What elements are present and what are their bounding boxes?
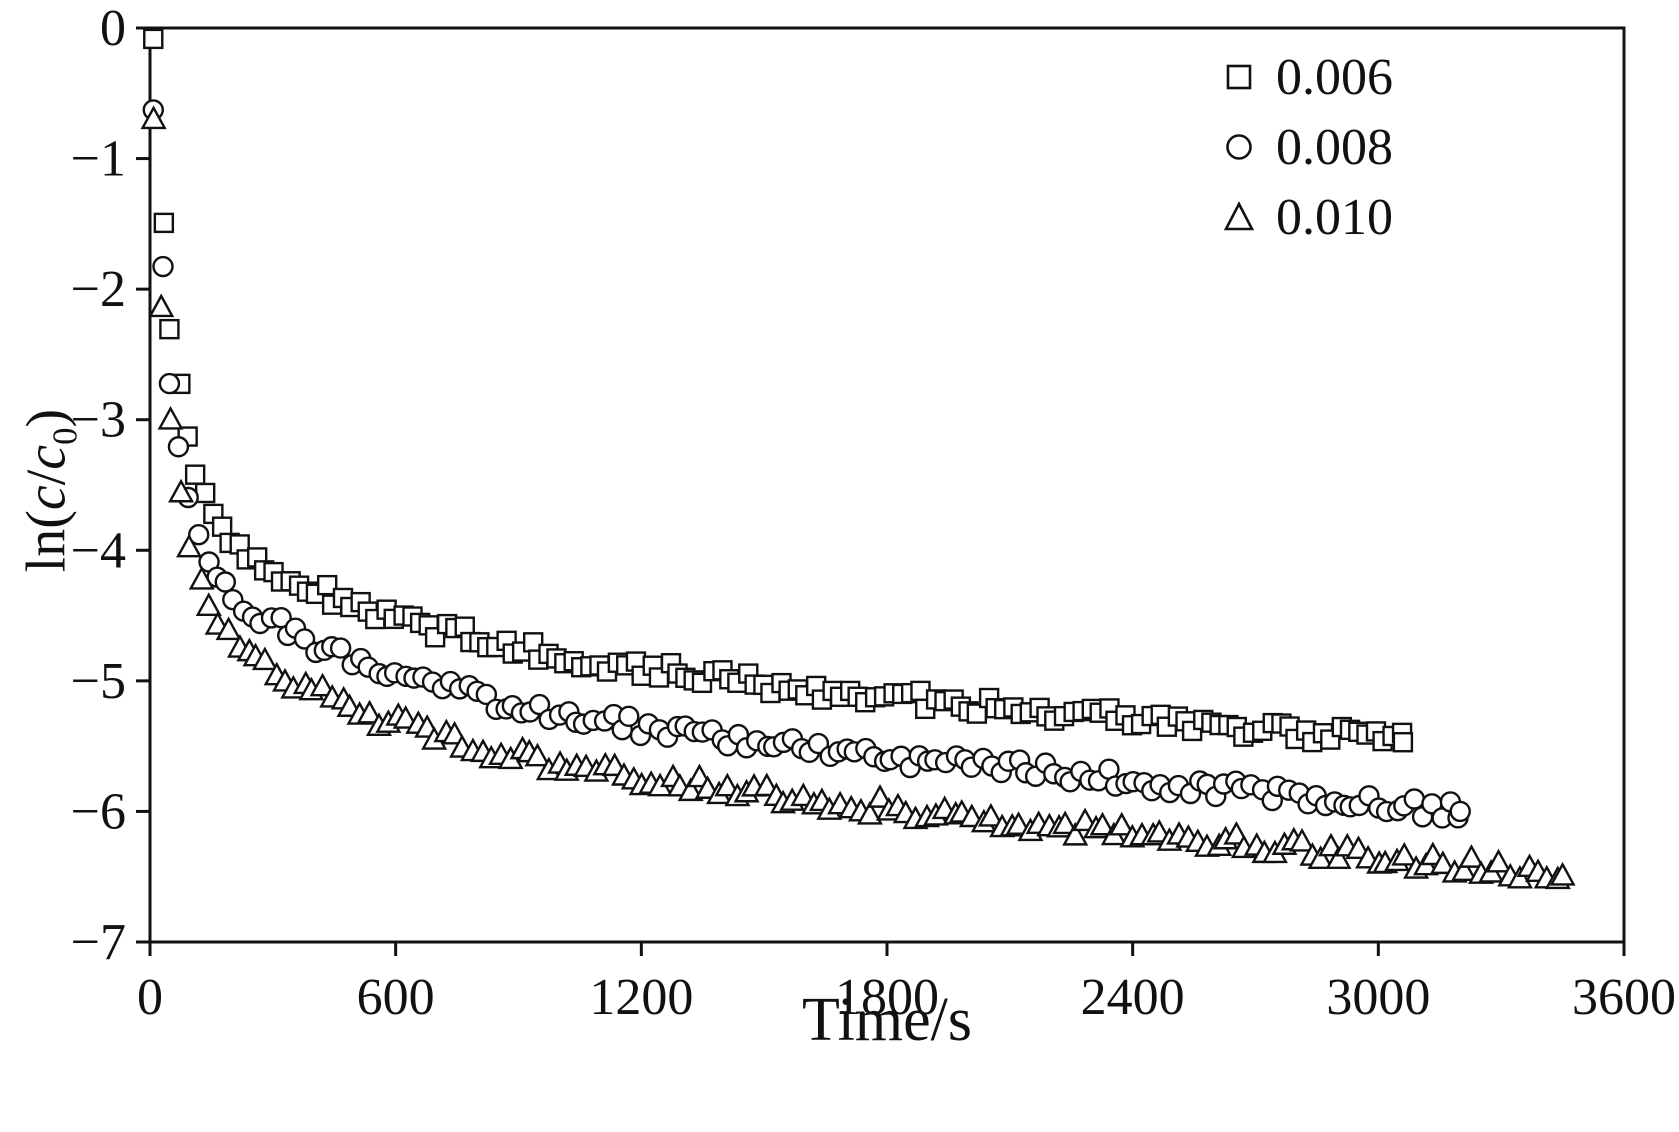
circle-marker bbox=[214, 571, 236, 593]
legend-label: 0.008 bbox=[1276, 118, 1393, 176]
legend-item-0.010: 0.010 bbox=[1222, 182, 1393, 252]
triangle-marker bbox=[714, 772, 741, 797]
y-tick-label: −2 bbox=[71, 261, 126, 318]
y-tick-label: −4 bbox=[71, 522, 126, 579]
ylabel-var-c: c bbox=[15, 485, 78, 511]
square-marker bbox=[184, 464, 206, 485]
triangle-marker bbox=[1485, 848, 1512, 873]
x-tick-label: 600 bbox=[357, 969, 435, 1026]
triangle-marker bbox=[1108, 811, 1135, 836]
triangle-marker bbox=[1089, 811, 1116, 836]
triangle-marker bbox=[157, 405, 184, 430]
triangle-marker bbox=[1052, 810, 1079, 835]
triangle-marker bbox=[1062, 821, 1089, 846]
ylabel-subscript: 0 bbox=[45, 427, 85, 445]
square-marker bbox=[143, 28, 164, 50]
square-marker bbox=[159, 318, 180, 340]
square-marker bbox=[316, 574, 338, 596]
y-tick-label: −3 bbox=[71, 392, 126, 449]
circle-marker bbox=[475, 683, 498, 706]
circle-marker bbox=[1449, 800, 1471, 823]
triangle-marker bbox=[790, 782, 817, 807]
triangle-marker bbox=[168, 478, 195, 503]
triangle-marker bbox=[866, 784, 894, 808]
circle-marker bbox=[167, 436, 190, 458]
x-tick-label: 3600 bbox=[1572, 969, 1676, 1026]
triangle-marker bbox=[176, 533, 203, 558]
circle-marker bbox=[1403, 788, 1426, 810]
square-marker bbox=[194, 482, 216, 504]
circle-legend-icon bbox=[1226, 134, 1252, 160]
circle-marker bbox=[158, 372, 181, 395]
ylabel-slash: / bbox=[15, 469, 78, 486]
x-tick-label: 0 bbox=[137, 969, 163, 1026]
square-marker bbox=[1392, 732, 1414, 753]
triangle-marker bbox=[677, 777, 704, 802]
triangle-marker bbox=[856, 800, 883, 825]
triangle-marker bbox=[977, 802, 1004, 827]
square-marker bbox=[153, 212, 175, 234]
x-tick-label: 1200 bbox=[589, 969, 693, 1026]
ylabel-close: ) bbox=[15, 408, 78, 428]
triangle-marker bbox=[188, 565, 215, 590]
circle-marker bbox=[528, 693, 551, 716]
circle-marker bbox=[807, 732, 830, 755]
triangle-marker bbox=[251, 646, 278, 671]
x-tick-label: 1800 bbox=[835, 969, 939, 1026]
triangle-marker bbox=[148, 293, 175, 318]
triangle-marker bbox=[1005, 811, 1032, 835]
legend-item-0.008: 0.008 bbox=[1222, 112, 1393, 182]
triangle-marker bbox=[392, 705, 419, 729]
triangle-marker bbox=[1429, 850, 1456, 875]
legend-label: 0.010 bbox=[1276, 188, 1393, 246]
circle-marker bbox=[293, 628, 316, 650]
y-tick-label: −5 bbox=[71, 653, 126, 710]
circle-marker bbox=[152, 255, 174, 278]
x-tick-label: 2400 bbox=[1081, 969, 1185, 1026]
triangle-marker bbox=[1451, 857, 1478, 881]
y-axis-label: ln(c/c0) bbox=[14, 291, 85, 691]
y-tick-label: −6 bbox=[71, 783, 126, 840]
triangle-marker bbox=[1549, 861, 1576, 886]
triangle-marker bbox=[1325, 845, 1352, 870]
triangle-marker bbox=[309, 672, 336, 697]
triangle-marker bbox=[215, 616, 242, 641]
legend-label: 0.006 bbox=[1276, 48, 1393, 106]
y-tick-label: −1 bbox=[71, 131, 126, 188]
triangle-marker bbox=[524, 742, 551, 767]
triangle-marker bbox=[1391, 841, 1418, 866]
legend: 0.006 0.008 0.010 bbox=[1222, 42, 1393, 252]
triangle-marker bbox=[1458, 844, 1485, 868]
triangle-marker bbox=[1288, 827, 1316, 852]
y-tick-label: 0 bbox=[100, 0, 126, 57]
triangle-marker bbox=[356, 699, 383, 724]
triangle-marker bbox=[1506, 864, 1533, 889]
square-legend-icon bbox=[1226, 64, 1252, 90]
circle-marker bbox=[329, 637, 352, 659]
x-axis-label: Time/s bbox=[801, 986, 972, 1054]
triangle-legend-icon bbox=[1223, 201, 1255, 231]
triangle-marker bbox=[195, 592, 222, 616]
ylabel-var-c0: c bbox=[15, 444, 78, 470]
legend-item-0.006: 0.006 bbox=[1222, 42, 1393, 112]
x-tick-label: 3000 bbox=[1326, 969, 1430, 1026]
y-tick-label: −7 bbox=[71, 914, 126, 971]
triangle-marker bbox=[140, 105, 167, 130]
ylabel-text: ln( bbox=[15, 510, 78, 573]
circle-marker bbox=[618, 705, 640, 728]
triangle-marker bbox=[1307, 845, 1334, 869]
